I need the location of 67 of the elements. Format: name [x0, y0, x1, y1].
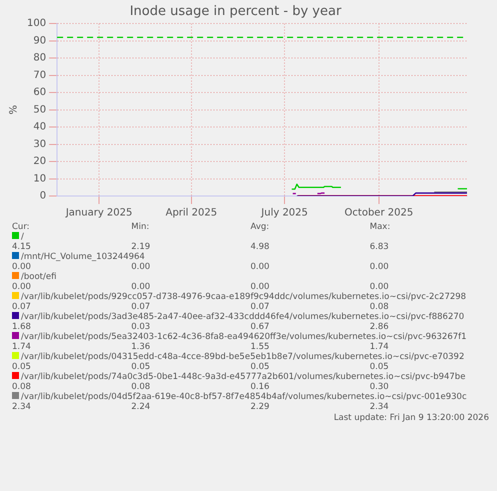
chart-title: Inode usage in percent - by year [130, 4, 342, 20]
legend-label: /var/lib/kubelet/pods/3ad3e485-2a47-40ee-af32-433cddd46fe4/volumes/kubernetes.io~csi/pvc-f886270 [20, 312, 466, 322]
legend-label: / [20, 232, 25, 242]
text: 0.08 [12, 382, 32, 392]
text: 0.05 [370, 362, 390, 372]
legend-label: /var/lib/kubelet/pods/5ea32403-1c62-4c36-8fa8-ea494620ff3e/volumes/kubernetes.io~csi/pvc-963267f1 [20, 332, 468, 342]
x-tick-label: July 2025 [260, 208, 308, 219]
x-tick-label: April 2025 [166, 208, 218, 219]
y-tick-label: 60 [33, 87, 46, 98]
y-tick-label: 20 [33, 156, 46, 168]
legend-label: /var/lib/kubelet/pods/74a0c3d5-0be1-448c-9a3d-e45777a2b601/volumes/kubernetes.io~csi/pvc-b947be [20, 372, 466, 382]
text: 0.07 [12, 302, 32, 312]
text: Last update: Fri Jan 9 13:20:00 2026 [332, 413, 489, 423]
text: 2.19 [131, 242, 152, 252]
legend-label: /mnt/HC_Volume_103244964 [20, 252, 146, 262]
y-tick-label: 0 [40, 190, 46, 202]
x-tick-label: October 2025 [344, 208, 414, 219]
text: 0.03 [131, 322, 152, 332]
text: 0.00 [131, 262, 152, 272]
y-tick-label: 70 [33, 70, 46, 81]
y-axis-title: % [8, 105, 20, 115]
text: 2.24 [131, 402, 152, 412]
text: 0.05 [12, 362, 32, 372]
text: Max: [370, 222, 392, 232]
text: 0.30 [370, 382, 390, 392]
y-tick-label: 30 [33, 138, 46, 150]
text: 4.15 [12, 242, 32, 252]
text: 0.00 [12, 282, 32, 292]
text: 1.74 [370, 342, 390, 352]
legend-label: /var/lib/kubelet/pods/04d5f2aa-619e-40c8-bf57-8f7e4854b4af/volumes/kubernetes.io~csi/pvc-001e930c [20, 392, 468, 402]
text: 0.00 [131, 282, 152, 292]
text: 1.74 [12, 342, 32, 352]
text: 0.05 [131, 362, 152, 372]
text: 1.68 [12, 322, 32, 332]
legend-label: /var/lib/kubelet/pods/929cc057-d738-4976-9caa-e189f9c94ddc/volumes/kubernetes.io~csi/pvc-2c27298 [20, 292, 468, 302]
text: 1.55 [250, 342, 270, 352]
text: 0.67 [250, 322, 270, 332]
text: 0.16 [250, 382, 270, 392]
text: Avg: [250, 222, 270, 232]
legend-label: /var/lib/kubelet/pods/04315edd-c48a-4cce-89bd-be5e5eb1b8e7/volumes/kubernetes.io~csi/pvc-e70392 [20, 352, 466, 362]
text: 2.29 [250, 402, 270, 412]
legend-label: /boot/efi [20, 272, 58, 282]
text: Cur: [12, 222, 31, 232]
text: 0.00 [370, 282, 390, 292]
y-tick-label: 80 [33, 52, 46, 64]
text: 0.00 [370, 262, 390, 272]
x-tick-label: January 2025 [64, 208, 132, 219]
text: 0.00 [250, 282, 270, 292]
y-tick-label: 90 [33, 35, 46, 46]
text: 0.07 [250, 302, 270, 312]
text: 6.83 [370, 242, 390, 252]
text: 0.00 [250, 262, 270, 272]
text: 2.86 [370, 322, 390, 332]
text: 2.34 [12, 402, 32, 412]
text: 0.08 [131, 382, 152, 392]
y-tick-label: 10 [33, 173, 46, 184]
text: 0.08 [370, 302, 390, 312]
text: 0.05 [250, 362, 270, 372]
y-tick-label: 40 [33, 122, 46, 133]
text: 0.07 [131, 302, 152, 312]
text: 1.36 [131, 342, 152, 352]
text: Min: [131, 222, 150, 232]
text: 4.98 [250, 242, 270, 252]
text: 0.00 [12, 262, 32, 272]
text: 2.34 [370, 402, 390, 412]
y-tick-label: 50 [33, 104, 46, 116]
y-tick-label: 100 [26, 18, 46, 30]
